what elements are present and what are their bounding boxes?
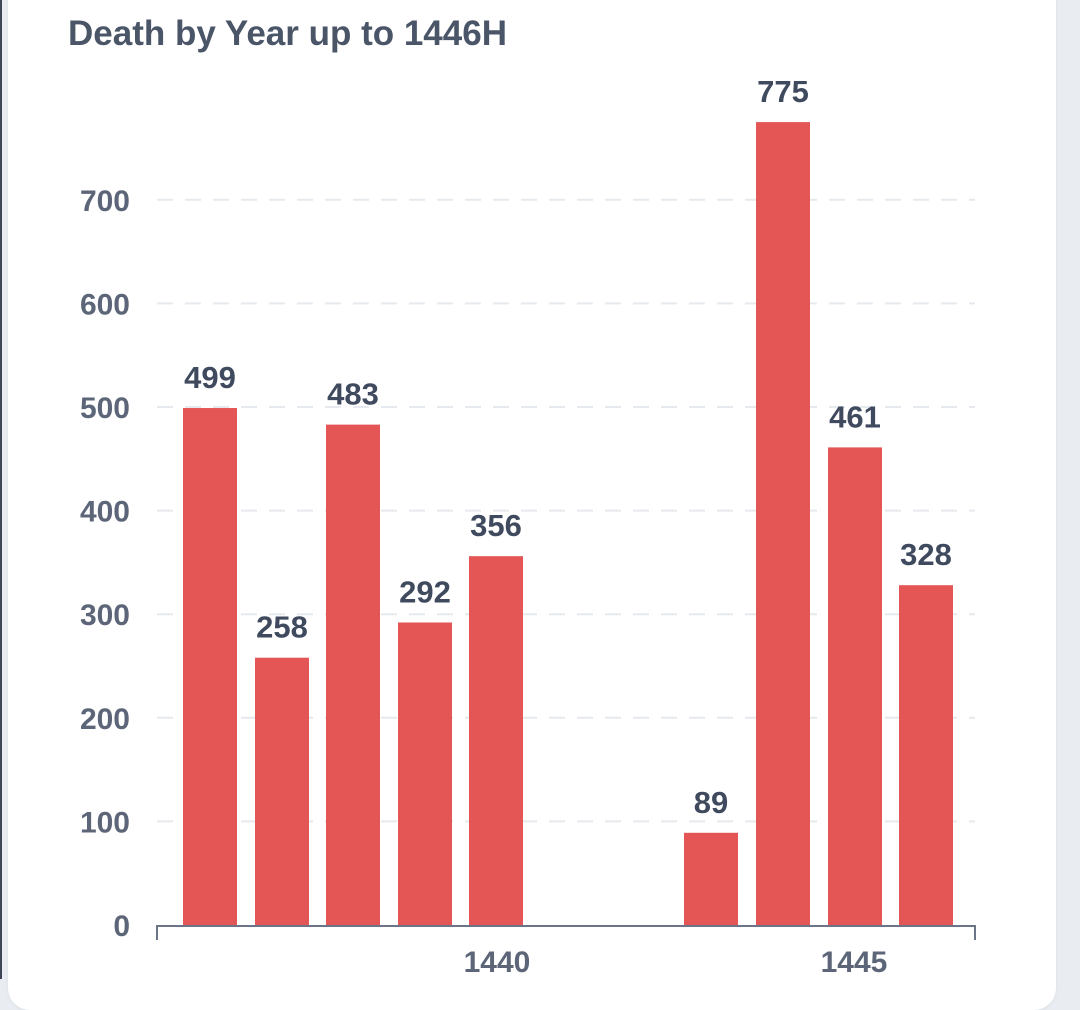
bar-value-label: 775 bbox=[757, 74, 809, 109]
bar-value-label: 89 bbox=[694, 785, 728, 820]
bar bbox=[684, 832, 738, 925]
bar bbox=[828, 447, 882, 925]
bar bbox=[756, 122, 810, 926]
bars bbox=[183, 122, 953, 926]
bar-value-label: 483 bbox=[327, 377, 379, 412]
window-edge bbox=[0, 0, 2, 979]
x-tick-label: 1445 bbox=[821, 946, 888, 979]
y-tick-label: 0 bbox=[113, 910, 130, 943]
bar bbox=[899, 585, 953, 925]
axes: 0 100 200 300 400 500 600 700 1440 1445 bbox=[80, 185, 976, 979]
bar-value-label: 356 bbox=[470, 508, 522, 543]
y-tick-label: 300 bbox=[80, 599, 130, 632]
bar-chart: 0 100 200 300 400 500 600 700 1440 1445 499 258 483… bbox=[80, 74, 976, 979]
y-tick-label: 200 bbox=[80, 703, 130, 736]
y-tick-label: 600 bbox=[80, 288, 130, 321]
bar bbox=[326, 424, 380, 925]
y-tick-label: 100 bbox=[80, 806, 130, 839]
bar-value-label: 328 bbox=[900, 537, 952, 572]
bar-value-label: 258 bbox=[256, 610, 308, 645]
y-tick-label: 400 bbox=[80, 496, 130, 529]
data-labels: 499 258 483 292 356 89 775 461 328 bbox=[184, 74, 952, 820]
bar bbox=[398, 622, 452, 925]
bar bbox=[255, 657, 309, 925]
y-tick-label: 500 bbox=[80, 392, 130, 425]
y-tick-label: 700 bbox=[80, 185, 130, 218]
bar-value-label: 499 bbox=[184, 360, 236, 395]
bar bbox=[469, 556, 523, 925]
chart-title: Death by Year up to 1446H bbox=[68, 14, 507, 53]
bar bbox=[183, 408, 237, 925]
x-tick-label: 1440 bbox=[464, 946, 531, 979]
bar-value-label: 461 bbox=[829, 399, 881, 434]
bar-value-label: 292 bbox=[399, 574, 451, 609]
